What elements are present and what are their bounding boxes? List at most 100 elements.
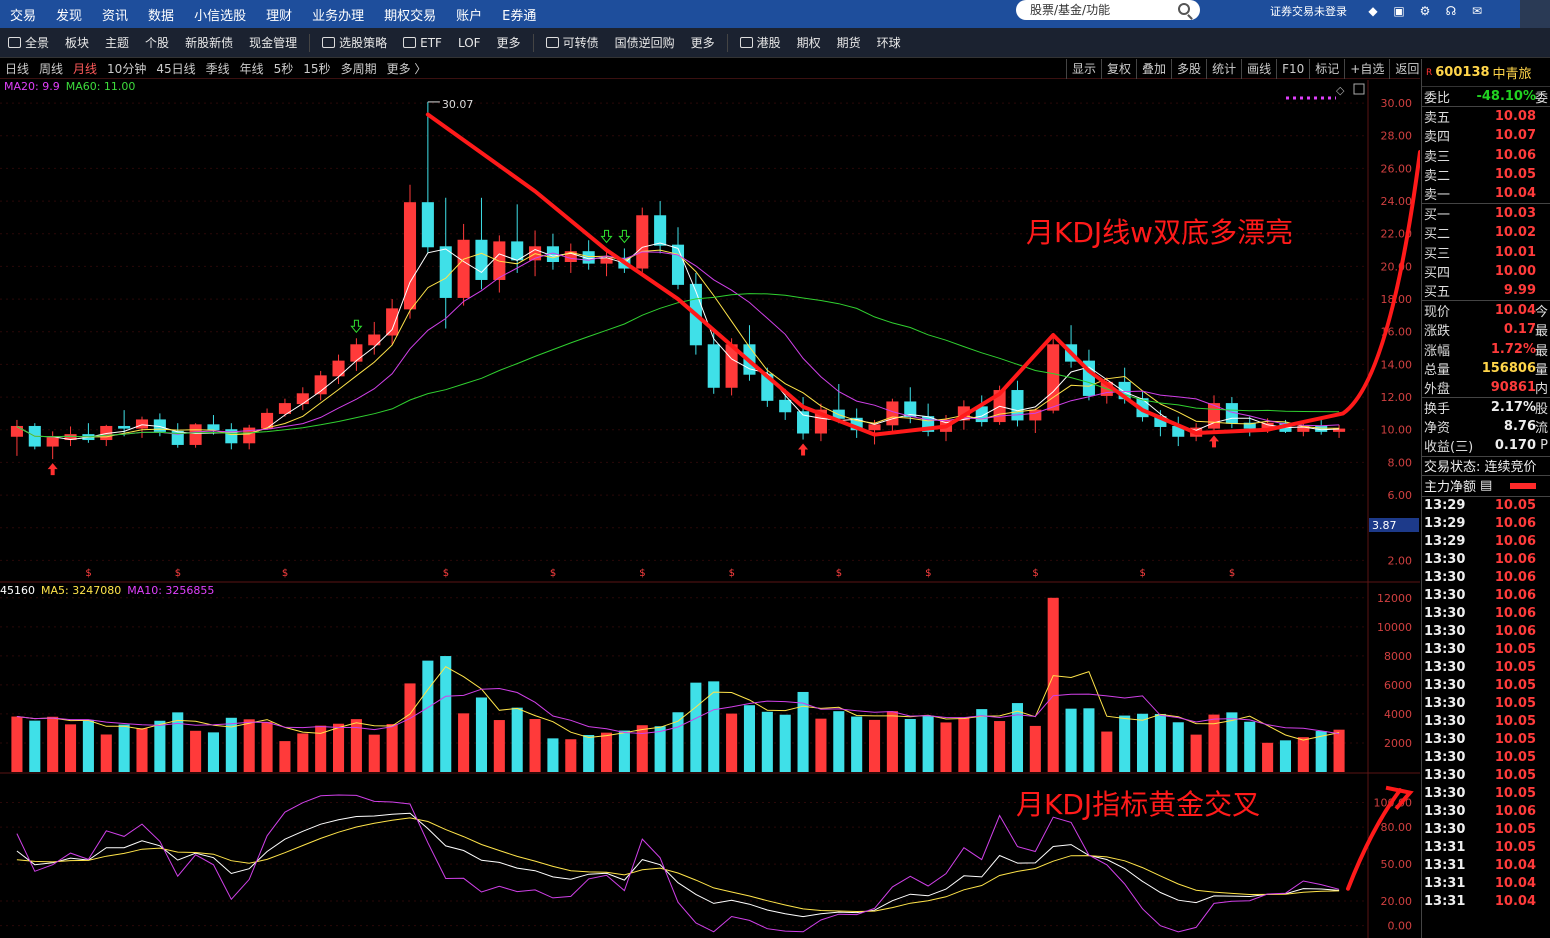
volume-bar[interactable] — [1101, 731, 1113, 772]
candle-body[interactable] — [225, 429, 238, 444]
volume-bar[interactable] — [994, 721, 1006, 772]
dividend-marker-icon[interactable]: $ — [729, 568, 735, 579]
candle-body[interactable] — [46, 437, 59, 447]
toolbar-item[interactable]: 国债逆回购 — [607, 34, 683, 51]
candle-body[interactable] — [475, 239, 488, 280]
sell-signal-arrow-icon[interactable] — [618, 229, 631, 244]
candle-body[interactable] — [814, 409, 827, 434]
volume-bar[interactable] — [315, 725, 327, 772]
volume-bar[interactable] — [458, 713, 470, 772]
volume-bar[interactable] — [1333, 729, 1345, 772]
volume-bar[interactable] — [958, 717, 970, 772]
trade-login-status[interactable]: 证券交易未登录 — [1270, 5, 1347, 18]
volume-bar[interactable] — [1136, 713, 1149, 772]
volume-bar[interactable] — [154, 720, 166, 772]
candle-body[interactable] — [457, 239, 470, 298]
dividend-marker-icon[interactable]: $ — [550, 568, 556, 579]
volume-bar[interactable] — [851, 716, 863, 772]
volume-bar[interactable] — [1315, 731, 1327, 772]
period-tab[interactable]: 更多 〉 — [386, 62, 427, 76]
volume-bar[interactable] — [1172, 722, 1184, 772]
volume-bar[interactable] — [422, 660, 434, 772]
candle-body[interactable] — [243, 427, 256, 444]
candle-body[interactable] — [207, 424, 220, 431]
volume-bar[interactable] — [868, 719, 881, 772]
volume-bar[interactable] — [1262, 742, 1274, 772]
volume-bar[interactable] — [1119, 715, 1131, 772]
buy-signal-arrow-icon[interactable] — [1209, 435, 1219, 448]
volume-bar[interactable] — [904, 718, 916, 772]
layers-icon[interactable]: ◆ — [1368, 4, 1378, 18]
dividend-marker-icon[interactable]: $ — [175, 568, 181, 579]
volume-bar[interactable] — [207, 732, 220, 772]
volume-bar[interactable] — [583, 735, 595, 772]
volume-bar[interactable] — [368, 734, 380, 772]
period-tab[interactable]: 周线 — [39, 62, 64, 76]
candle-body[interactable] — [600, 257, 613, 264]
period-tab[interactable]: 45日线 — [156, 62, 196, 76]
toolbar-item[interactable]: 期权 — [789, 34, 829, 51]
volume-bar[interactable] — [761, 711, 773, 772]
chart-tool-button[interactable]: 显示 — [1066, 59, 1101, 79]
period-tab[interactable]: 10分钟 — [107, 62, 147, 76]
volume-bar[interactable] — [297, 733, 309, 772]
volume-bar[interactable] — [779, 714, 791, 772]
volume-bar[interactable] — [743, 705, 756, 772]
volume-bar[interactable] — [243, 719, 255, 772]
candle-body[interactable] — [1243, 422, 1256, 429]
candle-body[interactable] — [368, 334, 381, 346]
toolbar-item[interactable]: 新股新债 — [177, 34, 241, 51]
menu-item[interactable]: 数据 — [148, 8, 175, 24]
volume-bar[interactable] — [1297, 737, 1309, 772]
candle-body[interactable] — [1082, 360, 1095, 396]
volume-bar[interactable] — [797, 691, 809, 772]
volume-bar[interactable] — [493, 720, 505, 772]
chart-tool-button[interactable]: 统计 — [1206, 59, 1241, 79]
volume-bar[interactable] — [1154, 713, 1166, 772]
volume-bar[interactable] — [11, 716, 23, 772]
toolbar-item[interactable]: 环球 — [869, 34, 909, 51]
candle-body[interactable] — [261, 412, 274, 429]
volume-bar[interactable] — [47, 716, 59, 772]
toolbar-item[interactable]: 可转债 — [538, 34, 607, 51]
volume-bar[interactable] — [511, 707, 523, 772]
volume-bar[interactable] — [1244, 721, 1256, 772]
volume-bar[interactable] — [82, 719, 94, 772]
toolbar-item[interactable]: 现金管理 — [241, 34, 305, 51]
diamond-icon[interactable]: ◇ — [1336, 84, 1345, 97]
volume-bar[interactable] — [1208, 714, 1220, 772]
volume-bar[interactable] — [833, 711, 845, 772]
dividend-marker-icon[interactable]: $ — [925, 568, 931, 579]
candle-body[interactable] — [797, 411, 810, 434]
candle-body[interactable] — [296, 393, 309, 405]
list-icon[interactable]: ▤ — [1480, 478, 1493, 494]
volume-bar[interactable] — [64, 724, 77, 772]
volume-bar[interactable] — [886, 711, 898, 772]
main-force-row[interactable]: 主力净额 ▤ — [1422, 474, 1550, 497]
period-tab[interactable]: 季线 — [205, 62, 230, 76]
volume-bar[interactable] — [1011, 703, 1024, 772]
volume-bar[interactable] — [118, 724, 130, 772]
sell-signal-arrow-icon[interactable] — [350, 319, 363, 334]
candle-body[interactable] — [654, 215, 667, 246]
volume-bar[interactable] — [1226, 712, 1238, 772]
tick-list[interactable]: 13:29 10.05 13:29 10.06 13:29 10.06 13:30 10.06… — [1422, 497, 1550, 911]
menu-item[interactable]: 期权交易 — [384, 8, 437, 24]
toolbar-item[interactable]: 更多 — [683, 34, 723, 51]
candle-body[interactable] — [171, 430, 184, 445]
candle-body[interactable] — [779, 399, 792, 413]
volume-bar[interactable] — [100, 734, 112, 772]
search-icon[interactable] — [1178, 3, 1190, 15]
volume-bar[interactable] — [654, 726, 666, 772]
toolbar-item[interactable]: 全景 — [0, 34, 57, 51]
candle-body[interactable] — [421, 202, 434, 248]
volume-bar[interactable] — [600, 732, 613, 772]
file-icon[interactable]: ▣ — [1393, 4, 1405, 18]
volume-bar[interactable] — [672, 712, 684, 772]
candle-body[interactable] — [671, 244, 685, 285]
message-icon[interactable]: ✉ — [1471, 4, 1483, 18]
volume-bar[interactable] — [1065, 708, 1077, 772]
volume-bar[interactable] — [404, 683, 416, 772]
volume-bar[interactable] — [29, 720, 41, 772]
candle-body[interactable] — [386, 308, 399, 336]
